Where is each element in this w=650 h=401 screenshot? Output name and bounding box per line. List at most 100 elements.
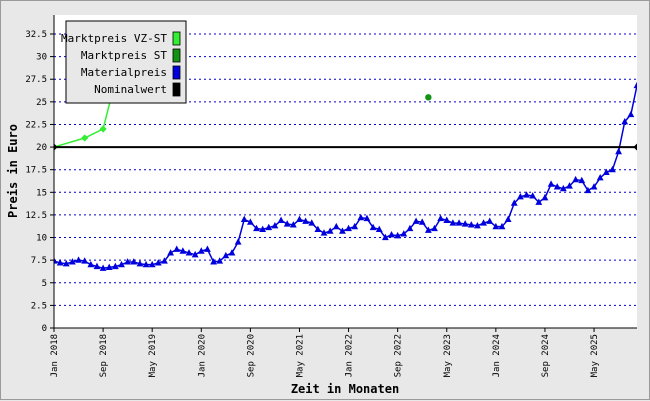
y-tick-label: 20 [36, 143, 47, 153]
y-tick-label: 27.5 [25, 75, 47, 85]
data-point-materialpreis [173, 245, 181, 252]
axes [53, 15, 637, 329]
data-point-materialpreis [437, 214, 445, 222]
x-axis-title: Zeit in Monaten [291, 382, 399, 396]
data-point-materialpreis [210, 258, 217, 265]
data-point-materialpreis [179, 247, 187, 254]
data-point-materialpreis [492, 222, 500, 230]
data-point-materialpreis [609, 165, 616, 173]
data-point-materialpreis [535, 198, 543, 205]
data-point-materialpreis [253, 224, 260, 232]
data-point-nominalwert [633, 143, 637, 151]
data-point-materialpreis [277, 216, 285, 223]
data-point-materialpreis [480, 219, 487, 226]
y-tick-label: 7.5 [31, 256, 47, 266]
series-nominalwert [54, 143, 637, 151]
data-point-materialpreis [62, 259, 70, 267]
data-point-materialpreis [130, 258, 138, 265]
x-tick-label: Jan 2020 [197, 334, 207, 377]
data-point-materialpreis [54, 257, 58, 264]
data-point-materialpreis [136, 259, 144, 267]
y-tick-label: 10 [36, 234, 47, 244]
data-point-materialpreis [240, 215, 248, 223]
data-point-materialpreis [424, 226, 432, 233]
data-point-materialpreis [118, 260, 125, 268]
legend-label: Materialpreis [81, 66, 167, 79]
y-tick-labels: 0 2.5 5 7.5 10 12.5 15 17.5 20 22.5 25 27.5 30 32.5 [25, 30, 54, 334]
data-point-materialpreis [105, 263, 113, 270]
data-point-materialpreis [517, 193, 524, 200]
data-point-materialpreis [351, 222, 359, 230]
x-tick-label: May 2019 [148, 334, 158, 377]
data-point-materialpreis [443, 216, 451, 223]
data-point-materialpreis [633, 81, 637, 89]
data-point-materialpreis [369, 223, 377, 231]
data-point-materialpreis [197, 247, 205, 254]
x-tick-label: May 2025 [590, 334, 600, 377]
data-point-materialpreis [308, 219, 316, 226]
data-point-materialpreis [148, 260, 156, 268]
data-point-materialpreis [161, 257, 168, 264]
data-point-materialpreis [81, 257, 89, 264]
data-point-materialpreis [345, 224, 352, 232]
data-point-materialpreis [559, 184, 567, 192]
data-point-materialpreis [566, 182, 573, 189]
y-tick-label: 32.5 [25, 30, 47, 40]
data-point-materialpreis [461, 220, 469, 227]
data-point-materialpreis [406, 224, 414, 232]
data-point-materialpreis [602, 168, 610, 176]
data-point-materialpreis [185, 249, 193, 256]
x-tick-label: Sep 2018 [99, 334, 109, 377]
y-tick-label: 30 [36, 53, 47, 63]
y-tick-label: 5 [42, 279, 47, 289]
legend-label: Marktpreis ST [81, 49, 167, 62]
data-point-materialpreis [265, 223, 273, 231]
data-point-materialpreis [320, 229, 328, 236]
x-tick-label: Sep 2020 [246, 334, 256, 377]
x-tick-label: Jan 2018 [50, 334, 60, 377]
y-tick-label: 22.5 [25, 120, 47, 130]
data-point-materialpreis [357, 213, 365, 221]
data-point-materialpreis [498, 222, 506, 230]
data-point-materialpreis [615, 147, 622, 155]
data-point-materialpreis [455, 219, 463, 226]
legend-swatch [172, 48, 181, 63]
data-point-materialpreis [596, 174, 604, 181]
data-point-materialpreis [547, 180, 555, 187]
legend-label: Nominalwert [94, 83, 167, 96]
y-tick-label: 0 [42, 324, 47, 334]
data-point-materialpreis [578, 176, 586, 184]
data-point-materialpreis [56, 259, 64, 266]
y-tick-label: 15 [36, 188, 47, 198]
data-point-materialpreis [228, 249, 236, 256]
data-point-materialpreis [431, 224, 438, 232]
data-point-nominalwert [54, 143, 58, 151]
x-tick-label: Sep 2024 [541, 334, 551, 377]
series-marktpreis-st [425, 94, 432, 101]
data-point-materialpreis [590, 183, 598, 190]
data-point-materialpreis [381, 233, 389, 241]
x-tick-labels: Jan 2018 Sep 2018 May 2019 Jan 2020 Sep 2020… [50, 328, 600, 377]
data-point-materialpreis [584, 186, 592, 194]
data-point-materialpreis [314, 225, 322, 232]
data-point-materialpreis [529, 192, 537, 199]
data-point-materialpreis [504, 215, 512, 223]
data-point-marktpreis-vz-st [99, 125, 107, 133]
data-point-materialpreis [93, 262, 101, 270]
legend-swatch [172, 31, 181, 46]
data-point-materialpreis [216, 257, 224, 264]
data-point-materialpreis [388, 231, 395, 238]
data-point-materialpreis [154, 259, 162, 266]
legend-swatch [172, 82, 181, 97]
data-point-materialpreis [363, 214, 371, 222]
legend-swatch [172, 65, 181, 80]
data-point-materialpreis [167, 249, 174, 256]
data-point-materialpreis [523, 191, 530, 198]
data-point-materialpreis [234, 238, 242, 245]
data-point-materialpreis [572, 175, 580, 183]
data-point-materialpreis [474, 221, 481, 229]
data-point-materialpreis [326, 227, 334, 234]
data-point-materialpreis [332, 222, 340, 230]
